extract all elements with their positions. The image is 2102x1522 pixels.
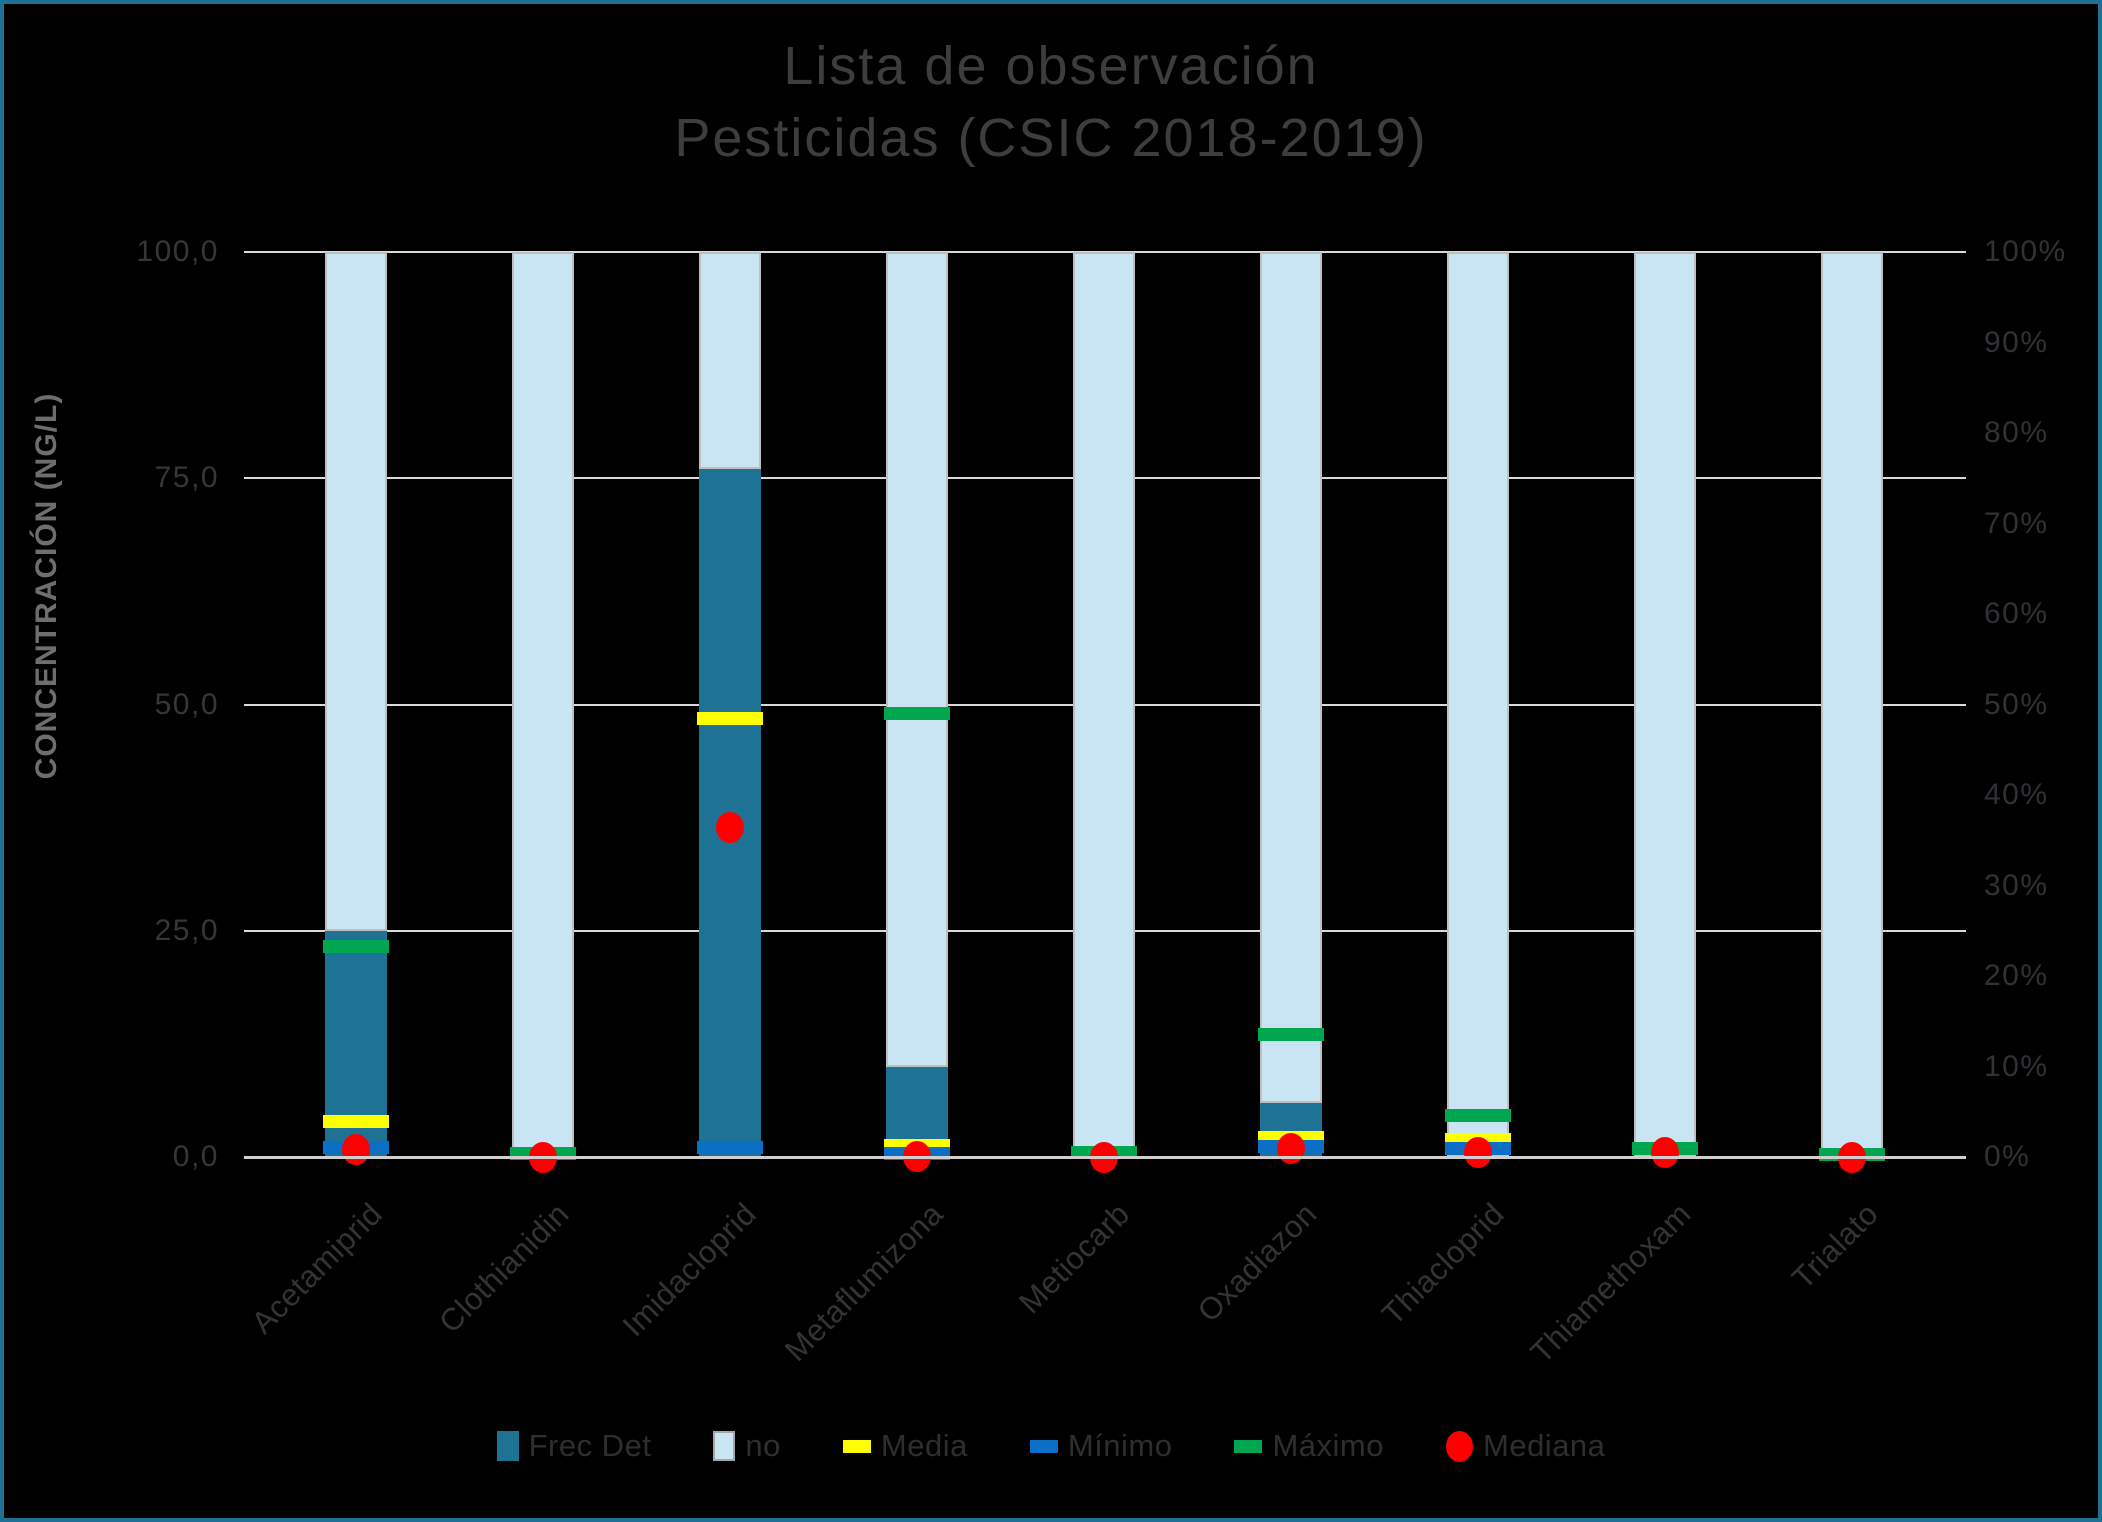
legend-label: Mínimo [1067,1428,1173,1463]
marker-minimo-Imidacloprid [697,1141,763,1155]
marker-mediana-Imidacloprid [716,811,744,843]
x-axis-label-Clothianidin: Clothianidin [432,1196,576,1340]
x-axis-label-Metiocarb: Metiocarb [1012,1196,1137,1321]
left-axis-title: CONCENTRACIÓN (NG/L) [30,392,63,780]
legend-label: no [745,1428,781,1463]
x-axis-label-Acetamiprid: Acetamiprid [244,1196,389,1341]
bar-no-Oxadiazon [1260,252,1322,1103]
left-axis-tick-100,0: 100,0 [136,235,219,268]
legend-swatch-dash [1234,1439,1263,1453]
marker-mediana-Thiamethoxam [1651,1137,1679,1169]
legend-label: Frec Det [528,1428,652,1463]
x-axis-label-Trialato: Trialato [1784,1196,1885,1296]
x-axis-label-Oxadiazon: Oxadiazon [1191,1196,1324,1329]
x-axis-label-Metaflumizona: Metaflumizona [777,1196,950,1368]
left-axis-tick-25,0: 25,0 [154,913,219,947]
legend-item-no: no [713,1428,780,1464]
bar-no-Metiocarb [1073,252,1135,1157]
legend-item-mínimo: Mínimo [1029,1428,1173,1464]
legend-item-máximo: Máximo [1234,1428,1384,1464]
right-axis-tick-10%: 10% [1984,1049,2049,1083]
legend-label: Media [880,1428,968,1463]
legend-swatch-square [496,1431,519,1461]
legend-item-frec-det: Frec Det [496,1428,652,1464]
x-axis-label-Thiamethoxam: Thiamethoxam [1523,1196,1698,1370]
marker-maximo-Acetamiprid [323,939,389,953]
right-axis-tick-90%: 90% [1984,325,2049,359]
bar-no-Acetamiprid [325,252,387,931]
marker-mediana-Thiacloprid [1464,1136,1492,1168]
legend-swatch-dash [1029,1439,1058,1453]
legend-swatch-square-bordered [713,1431,736,1461]
right-axis-tick-20%: 20% [1984,959,2049,992]
chart-title: Lista de observación Pesticidas (CSIC 20… [4,30,2098,174]
bar-no-Thiacloprid [1447,252,1509,1157]
right-axis-tick-100%: 100% [1984,235,2067,268]
right-axis-tick-70%: 70% [1984,506,2049,540]
x-axis-line [244,1156,1966,1159]
chart-title-line1: Lista de observación [783,36,1319,96]
bar-no-Clothianidin [512,252,574,1157]
bar-no-Metaflumizona [886,252,948,1067]
right-axis-tick-80%: 80% [1984,416,2049,449]
legend-item-media: Media [842,1428,968,1464]
marker-mediana-Oxadiazon [1277,1132,1305,1164]
right-axis-tick-30%: 30% [1984,868,2049,902]
right-axis-tick-0%: 0% [1984,1140,2031,1173]
bar-no-Thiamethoxam [1634,252,1696,1157]
left-axis-tick-75,0: 75,0 [154,461,219,495]
legend: Frec Det no Media Mínimo Máximo Mediana [4,1428,2098,1464]
bar-no-Imidacloprid [699,252,761,470]
left-axis-tick-50,0: 50,0 [154,687,219,721]
left-axis-tick-0,0: 0,0 [172,1140,219,1173]
x-axis-label-Thiacloprid: Thiacloprid [1374,1196,1511,1332]
legend-item-mediana: Mediana [1446,1428,1605,1464]
marker-maximo-Metaflumizona [884,707,950,721]
legend-swatch-dash [842,1439,871,1453]
legend-label: Máximo [1272,1428,1384,1463]
legend-swatch-dot [1446,1430,1473,1462]
marker-maximo-Thiacloprid [1445,1108,1511,1122]
marker-media-Imidacloprid [697,711,763,725]
right-axis-tick-60%: 60% [1984,597,2049,630]
chart-title-line2: Pesticidas (CSIC 2018-2019) [674,108,1428,168]
bar-no-Trialato [1821,252,1883,1157]
marker-maximo-Oxadiazon [1258,1028,1324,1042]
legend-label: Mediana [1483,1428,1606,1463]
x-axis-label-Imidacloprid: Imidacloprid [615,1196,763,1344]
right-axis-tick-40%: 40% [1984,778,2049,811]
marker-media-Acetamiprid [323,1115,389,1129]
right-axis-tick-50%: 50% [1984,687,2049,721]
marker-mediana-Acetamiprid [342,1133,370,1165]
